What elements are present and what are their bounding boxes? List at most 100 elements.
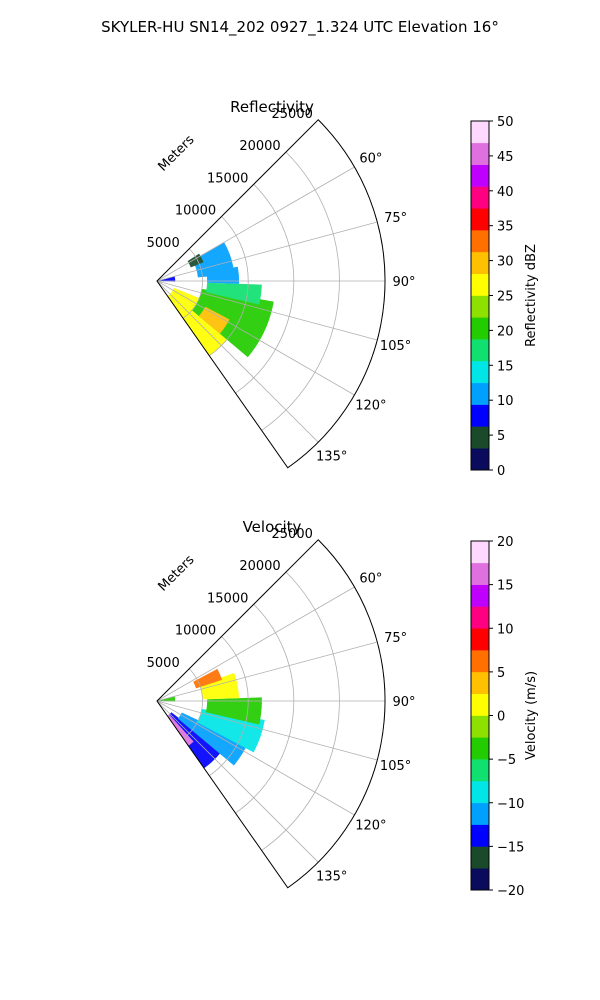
colorbar-tick-label: 10 xyxy=(497,394,514,409)
azimuth-spoke xyxy=(156,700,319,863)
colorbar-segment xyxy=(471,650,489,673)
colorbar-tick-label: 0 xyxy=(497,464,505,479)
echo-layer xyxy=(157,668,265,769)
echo-layer xyxy=(157,242,274,358)
azimuth-spoke xyxy=(156,700,355,816)
azimuth-spoke xyxy=(156,166,355,282)
echo-region xyxy=(198,306,230,334)
theta-tick-label: 90° xyxy=(392,275,415,290)
r-tick-label: 15000 xyxy=(207,591,248,606)
colorbar-segment xyxy=(471,142,489,165)
colorbar-segment xyxy=(471,295,489,318)
colorbar-tick-label: 35 xyxy=(497,220,514,235)
colorbar-segment xyxy=(471,273,489,296)
r-tick-label: 5000 xyxy=(147,236,180,251)
colorbar-segment xyxy=(471,382,489,405)
colorbar-tick-label: −20 xyxy=(497,884,524,899)
echo-region xyxy=(167,714,194,746)
azimuth-spoke xyxy=(156,280,378,341)
r-tick-label: 20000 xyxy=(239,139,280,154)
colorbar-segment xyxy=(471,186,489,209)
theta-tick-label: 120° xyxy=(355,819,386,834)
r-tick-label: 10000 xyxy=(175,624,216,639)
figure-title: SKYLER-HU SN14_202 0927_1.324 UTC Elevat… xyxy=(101,18,499,37)
range-ring xyxy=(287,119,386,469)
colorbar-segment xyxy=(471,715,489,738)
r-tick-label: 25000 xyxy=(272,107,313,122)
colorbar-segment xyxy=(471,868,489,891)
colorbar-segment xyxy=(471,846,489,869)
colorbar-segment xyxy=(471,404,489,427)
r-tick-label: 15000 xyxy=(207,171,248,186)
echo-region xyxy=(193,668,223,689)
radial-axis-label: Meters xyxy=(156,552,198,594)
colorbar-segment xyxy=(471,584,489,607)
theta-tick-label: 60° xyxy=(359,572,382,587)
colorbar-tick-label: 10 xyxy=(497,622,514,637)
colorbar-tick-label: 25 xyxy=(497,290,514,305)
colorbar-segment xyxy=(471,121,489,144)
colorbar-tick-label: −10 xyxy=(497,797,524,812)
azimuth-spoke xyxy=(156,280,319,443)
colorbar-tick-label: 0 xyxy=(497,710,505,725)
colorbar-segment xyxy=(471,251,489,274)
echo-region xyxy=(187,253,204,268)
colorbar-tick-label: 5 xyxy=(497,429,505,444)
colorbar-tick-label: 45 xyxy=(497,150,514,165)
colorbar-segment xyxy=(471,759,489,782)
colorbar-segment xyxy=(471,541,489,564)
theta-tick-label: 105° xyxy=(380,759,411,774)
echo-region xyxy=(191,288,274,358)
range-ring xyxy=(182,668,203,739)
azimuth-spoke xyxy=(156,221,378,282)
colorbar-segment xyxy=(471,562,489,585)
radial-axis-label: Meters xyxy=(156,132,198,174)
r-tick-label: 5000 xyxy=(147,656,180,671)
range-ring xyxy=(235,603,295,814)
colorbar-segment xyxy=(471,802,489,825)
colorbar-segment xyxy=(471,448,489,471)
range-ring xyxy=(261,151,340,431)
colorbar-segment xyxy=(471,164,489,187)
range-ring xyxy=(235,183,295,394)
colorbar-tick-label: 20 xyxy=(497,535,514,550)
theta-tick-label: 120° xyxy=(355,399,386,414)
colorbar-segment xyxy=(471,317,489,340)
colorbar-segment xyxy=(471,426,489,449)
range-ring xyxy=(209,216,249,357)
colorbar-segment xyxy=(471,230,489,253)
echo-region xyxy=(167,712,222,769)
range-ring xyxy=(261,571,340,851)
theta-tick-label: 75° xyxy=(384,211,407,226)
colorbar-segment xyxy=(471,780,489,804)
theta-tick-label: 60° xyxy=(359,152,382,167)
colorbar-tick-label: 20 xyxy=(497,324,514,339)
echo-region xyxy=(167,287,242,356)
colorbar-tick-label: 30 xyxy=(497,255,514,270)
range-ring xyxy=(209,636,249,777)
theta-tick-label: 135° xyxy=(316,450,347,465)
colorbar-label: Reflectivity dBZ xyxy=(524,244,539,347)
theta-tick-label: 105° xyxy=(380,339,411,354)
colorbar-label: Velocity (m/s) xyxy=(524,671,539,760)
range-ring xyxy=(287,539,386,889)
sector-frame xyxy=(156,539,386,889)
colorbar-segment xyxy=(471,693,489,716)
azimuth-spoke xyxy=(156,280,355,396)
colorbar-tick-label: −15 xyxy=(497,840,524,855)
r-tick-label: 10000 xyxy=(175,204,216,219)
colorbar-segment xyxy=(471,628,489,651)
colorbar-tick-label: 50 xyxy=(497,115,514,130)
reflectivity-panel: Reflectivity 5000 10000 15000 20000 25000 Mete… xyxy=(147,98,539,479)
colorbar-tick-label: 40 xyxy=(497,185,514,200)
colorbar-tick-label: 5 xyxy=(497,666,505,681)
colorbar-segment xyxy=(471,339,489,362)
colorbar-tick-label: 15 xyxy=(497,579,514,594)
azimuth-spoke xyxy=(156,586,355,702)
r-tick-label: 25000 xyxy=(272,527,313,542)
panel-title: Velocity xyxy=(243,518,302,536)
sector-frame xyxy=(156,119,386,469)
range-ring xyxy=(182,248,203,319)
theta-tick-label: 75° xyxy=(384,631,407,646)
